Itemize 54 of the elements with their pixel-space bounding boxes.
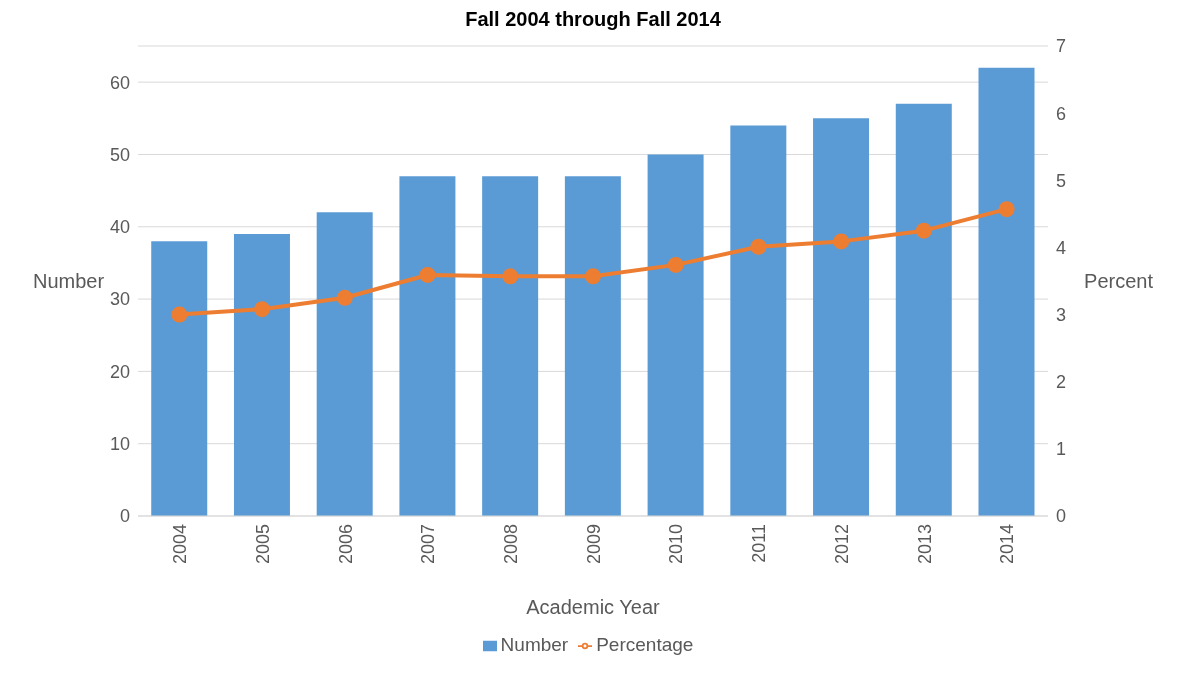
- chart-title: Fall 2004 through Fall 2014: [464, 8, 722, 32]
- y-tick-label: 40: [109, 217, 130, 238]
- x-tick-label: 2006: [335, 524, 356, 565]
- point: [502, 268, 519, 285]
- bar: [316, 212, 373, 516]
- bar: [482, 176, 539, 516]
- x-tick-label: 2009: [583, 524, 604, 565]
- y2-tick-label: 6: [1056, 103, 1067, 124]
- point: [585, 268, 601, 285]
- bar: [151, 241, 208, 516]
- x-tick-label: 2012: [831, 524, 852, 565]
- x-tick-label: 2008: [501, 524, 522, 565]
- bar: [730, 125, 787, 516]
- point: [171, 306, 188, 323]
- point: [667, 256, 684, 273]
- y-tick-label: 60: [109, 72, 130, 93]
- bar: [233, 234, 290, 516]
- point: [833, 233, 850, 250]
- bar: [647, 154, 704, 516]
- y2-tick-label: 3: [1056, 304, 1067, 325]
- x-axis-title: Academic Year: [526, 596, 661, 618]
- y-tick-label: 50: [109, 144, 130, 165]
- legend-label: Number: [500, 634, 569, 655]
- x-tick-label: 2007: [418, 524, 439, 565]
- x-tick-label: 2011: [749, 524, 770, 563]
- x-tick-label: 2014: [997, 524, 1018, 565]
- y-tick-label: 10: [109, 434, 130, 455]
- bar: [895, 103, 952, 516]
- bar: [813, 118, 870, 516]
- y-tick-label: 20: [109, 361, 130, 382]
- point: [915, 222, 932, 239]
- x-tick-label: 2013: [914, 524, 935, 565]
- y2-tick-label: 4: [1056, 237, 1067, 258]
- bar: [399, 176, 456, 516]
- y2-tick-label: 5: [1056, 170, 1067, 191]
- y-tick-label: 30: [109, 289, 130, 310]
- point: [419, 266, 436, 283]
- y2-tick-label: 0: [1056, 506, 1067, 527]
- point: [750, 238, 767, 255]
- x-tick-label: 2005: [252, 524, 273, 565]
- bar: [564, 176, 621, 516]
- point: [998, 201, 1015, 218]
- y-tick-label: 0: [119, 506, 130, 527]
- x-tick-label: 2004: [170, 524, 191, 565]
- point: [254, 301, 271, 318]
- point: [336, 289, 353, 306]
- legend-label: Percentage: [596, 634, 694, 655]
- bar: [978, 67, 1035, 516]
- y2-tick-label: 1: [1056, 439, 1067, 460]
- y2-axis-title: Percent: [1084, 270, 1154, 293]
- x-tick-label: 2010: [666, 524, 687, 565]
- y2-tick-label: 2: [1056, 372, 1067, 393]
- y-axis-title: Number: [33, 270, 105, 293]
- y2-tick-label: 7: [1056, 36, 1067, 57]
